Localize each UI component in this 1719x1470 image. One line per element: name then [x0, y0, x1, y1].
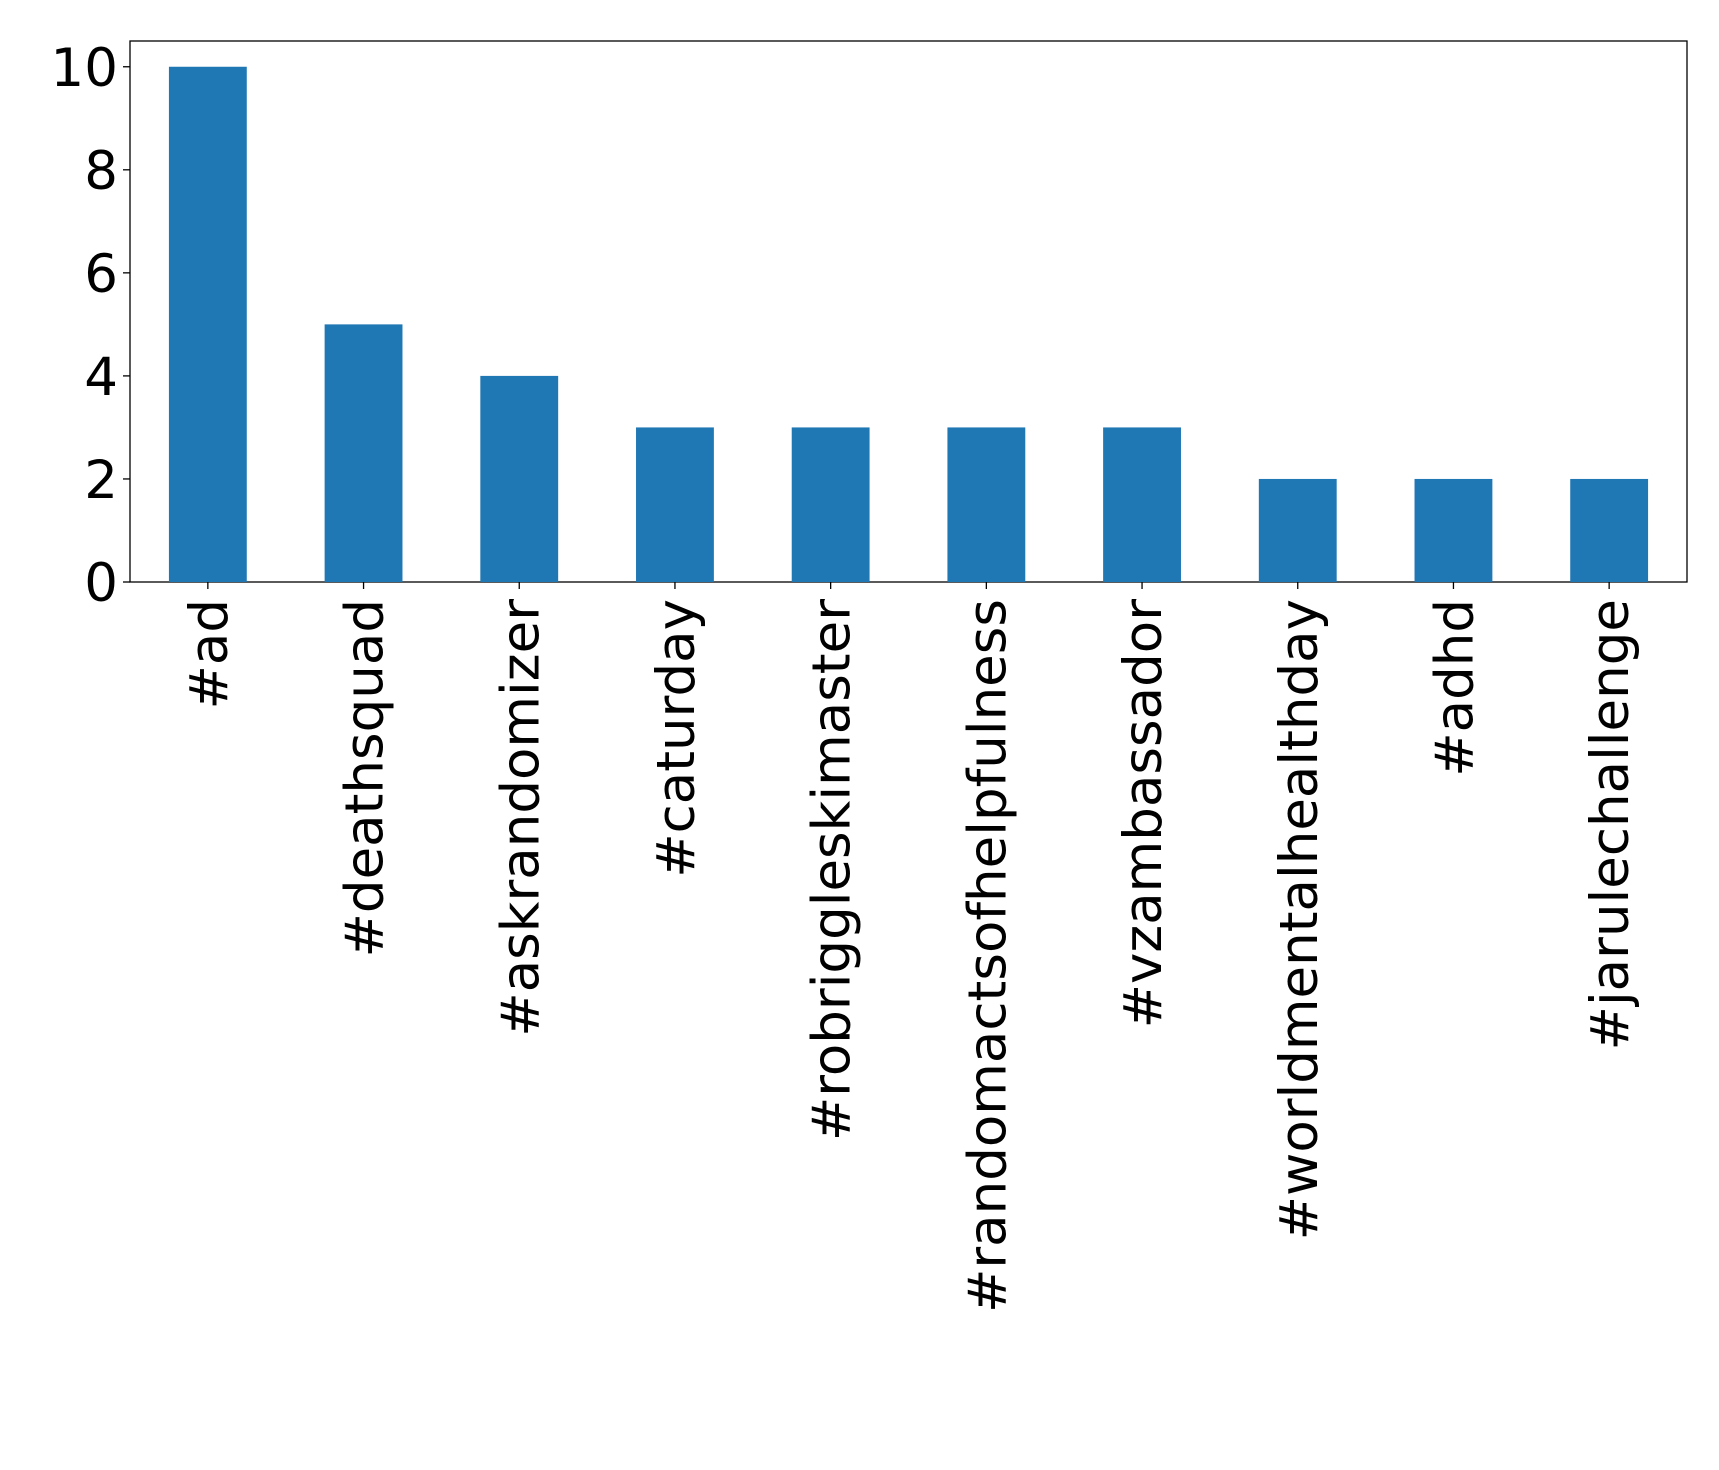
x-tick-label: #ad [179, 599, 240, 710]
x-tick-label: #worldmentalhealthday [1269, 599, 1330, 1240]
bar [1103, 427, 1181, 582]
y-tick-label: 4 [84, 347, 118, 408]
y-tick-label: 8 [84, 141, 118, 202]
bar [1258, 478, 1337, 582]
y-tick-label: 2 [84, 450, 118, 511]
x-tick-label: #robriggleskimaster [802, 599, 863, 1141]
y-tick-label: 6 [84, 244, 118, 305]
bar [791, 427, 870, 582]
x-tick-label: #askrandomizer [490, 599, 551, 1037]
x-tick-label: #vzambassador [1113, 599, 1174, 1029]
bar [1414, 478, 1493, 582]
y-tick-label: 10 [51, 38, 118, 99]
bar [636, 427, 714, 582]
x-tick-label: #adhd [1424, 599, 1485, 777]
bar [947, 427, 1026, 582]
plot-frame [129, 40, 1688, 583]
bar [480, 375, 559, 582]
x-tick-label: #caturday [646, 599, 707, 878]
x-tick-label: #deathsquad [335, 599, 396, 957]
y-tick-label: 0 [84, 553, 118, 614]
bar [168, 66, 247, 582]
x-tick-label: #randomactsofhelpfulness [957, 599, 1018, 1313]
x-tick-label: #jarulechallenge [1580, 599, 1641, 1050]
bar [1570, 478, 1649, 582]
bar [324, 324, 403, 582]
